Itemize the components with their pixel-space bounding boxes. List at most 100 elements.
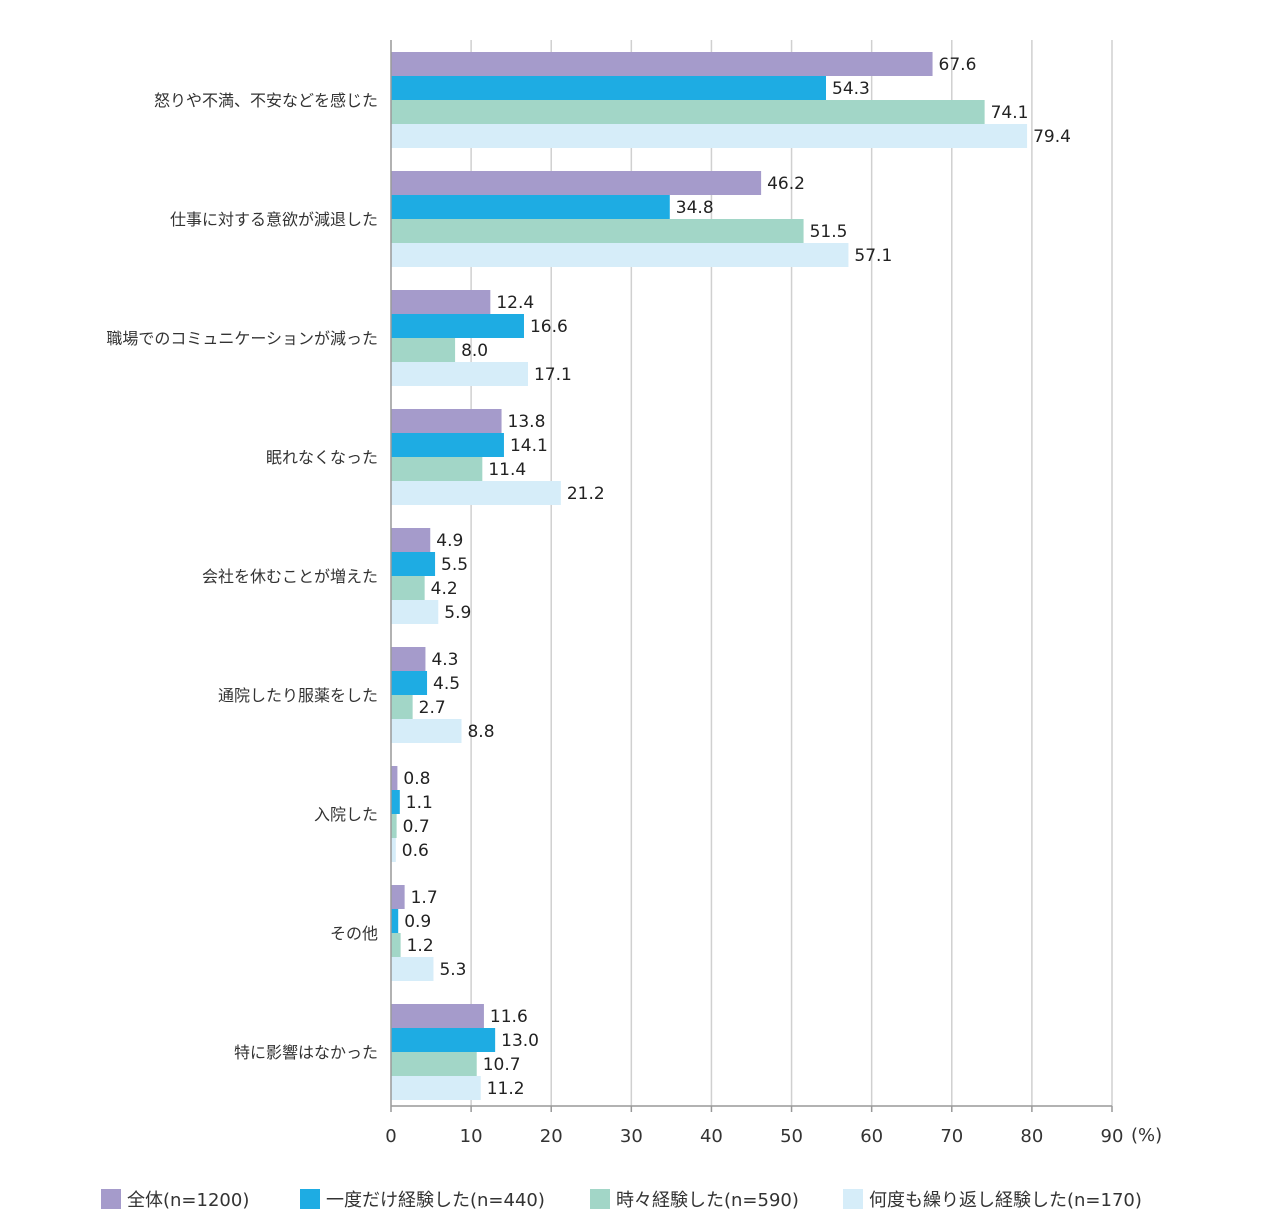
category-label: 職場でのコミュニケーションが減った — [106, 329, 378, 348]
bar — [391, 695, 413, 719]
data-label: 4.2 — [431, 579, 458, 599]
x-tick-label: 90 — [1101, 1126, 1124, 1147]
bar — [391, 957, 434, 981]
bar — [391, 814, 397, 838]
data-label: 12.4 — [496, 293, 534, 313]
data-label: 34.8 — [676, 198, 714, 218]
x-tick-label: 20 — [540, 1126, 563, 1147]
legend-swatch — [300, 1189, 320, 1209]
legend-swatch — [101, 1189, 121, 1209]
data-label: 1.2 — [407, 936, 434, 956]
legend-label: 何度も繰り返し経験した(n=170) — [869, 1190, 1142, 1211]
x-tick-label: 60 — [860, 1126, 883, 1147]
bar — [391, 790, 400, 814]
data-label: 13.8 — [508, 412, 546, 432]
bar — [391, 195, 670, 219]
bar — [391, 909, 399, 933]
data-label: 11.2 — [487, 1079, 525, 1099]
bar — [391, 409, 502, 433]
data-label: 5.3 — [439, 960, 466, 980]
data-label: 0.8 — [403, 769, 430, 789]
category-label: 入院した — [314, 805, 378, 824]
data-label: 17.1 — [534, 365, 572, 385]
bar — [391, 338, 456, 362]
bar — [391, 576, 425, 600]
data-label: 2.7 — [419, 698, 446, 718]
data-label: 21.2 — [567, 484, 605, 504]
data-label: 4.3 — [431, 650, 458, 670]
data-label: 67.6 — [939, 55, 977, 75]
bar — [391, 100, 985, 124]
data-label: 5.9 — [444, 603, 471, 623]
bar — [391, 314, 524, 338]
data-label: 79.4 — [1033, 127, 1071, 147]
x-tick-label: 70 — [940, 1126, 963, 1147]
data-label: 13.0 — [501, 1031, 539, 1051]
category-label: 特に影響はなかった — [234, 1043, 378, 1062]
legend-label: 時々経験した(n=590) — [616, 1190, 799, 1211]
bar — [391, 600, 439, 624]
data-label: 1.7 — [411, 888, 438, 908]
legend-label: 一度だけ経験した(n=440) — [326, 1190, 545, 1211]
data-label: 10.7 — [483, 1055, 521, 1075]
bar — [391, 647, 426, 671]
bar — [391, 481, 561, 505]
data-label: 11.4 — [488, 460, 526, 480]
data-label: 0.9 — [404, 912, 431, 932]
data-label: 11.6 — [490, 1007, 528, 1027]
x-tick-label: 80 — [1020, 1126, 1043, 1147]
bar — [391, 457, 483, 481]
bar — [391, 885, 405, 909]
x-tick-label: 40 — [700, 1126, 723, 1147]
data-label: 8.8 — [467, 722, 494, 742]
data-label: 57.1 — [854, 246, 892, 266]
bar — [391, 76, 827, 100]
category-label: 眠れなくなった — [266, 448, 378, 467]
legend-swatch — [590, 1189, 610, 1209]
legend-swatch — [843, 1189, 863, 1209]
bar — [391, 552, 436, 576]
data-label: 4.5 — [433, 674, 460, 694]
bar — [391, 171, 762, 195]
category-label: 仕事に対する意欲が減退した — [170, 210, 378, 229]
data-label: 5.5 — [441, 555, 468, 575]
data-label: 8.0 — [461, 341, 488, 361]
x-tick-label: 10 — [460, 1126, 483, 1147]
category-label: 怒りや不満、不安などを感じた — [154, 91, 378, 110]
data-label: 0.7 — [403, 817, 430, 837]
bar — [391, 671, 428, 695]
bar — [391, 290, 491, 314]
data-label: 46.2 — [767, 174, 805, 194]
data-label: 54.3 — [832, 79, 870, 99]
bar — [391, 933, 401, 957]
bar — [391, 1004, 484, 1028]
data-label: 1.1 — [406, 793, 433, 813]
x-tick-label: 50 — [780, 1126, 803, 1147]
category-label: その他 — [330, 924, 378, 943]
bar — [391, 838, 396, 862]
bar — [391, 433, 504, 457]
x-unit-label: (%) — [1131, 1125, 1162, 1146]
bar — [391, 362, 528, 386]
category-label: 会社を休むことが増えた — [202, 567, 378, 586]
category-label: 通院したり服薬をした — [218, 686, 378, 705]
bar — [391, 1052, 477, 1076]
bar — [391, 766, 398, 790]
data-label: 74.1 — [991, 103, 1029, 123]
legend-label: 全体(n=1200) — [127, 1190, 249, 1211]
bar — [391, 1028, 496, 1052]
bar — [391, 124, 1028, 148]
bar — [391, 243, 849, 267]
bar — [391, 1076, 481, 1100]
data-label: 16.6 — [530, 317, 568, 337]
bar — [391, 719, 462, 743]
bar — [391, 528, 431, 552]
x-tick-label: 30 — [620, 1126, 643, 1147]
data-label: 51.5 — [810, 222, 848, 242]
data-label: 14.1 — [510, 436, 548, 456]
bar — [391, 52, 933, 76]
data-label: 4.9 — [436, 531, 463, 551]
data-label: 0.6 — [402, 841, 429, 861]
x-tick-label: 0 — [385, 1126, 396, 1147]
